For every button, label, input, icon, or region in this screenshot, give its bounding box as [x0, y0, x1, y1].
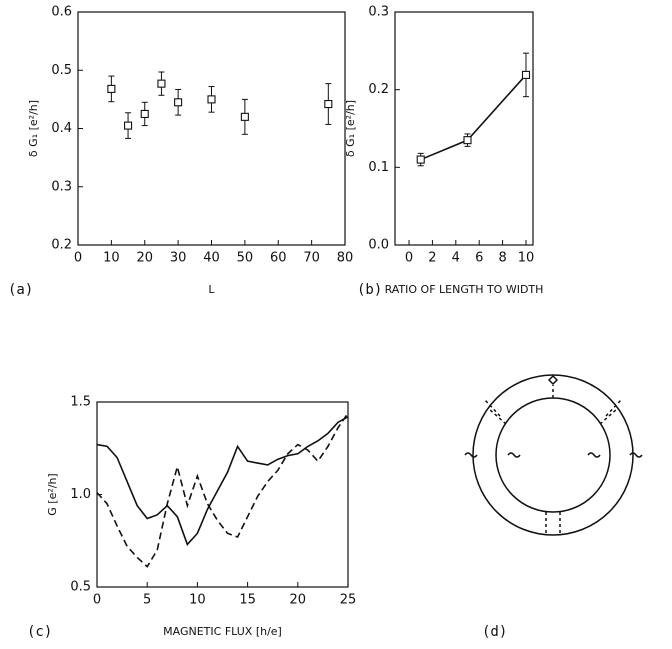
inner-lead-right — [587, 452, 601, 458]
y-axis-label: G [e²/h] — [46, 473, 59, 515]
y-tick-label: 1.5 — [70, 395, 91, 410]
ring-diagram — [464, 374, 643, 536]
plot-frame — [96, 401, 349, 588]
outer-ring — [472, 374, 634, 536]
plot-frame — [394, 11, 534, 246]
y-tick-label: 0.5 — [51, 63, 72, 78]
y-tick-label: 0.5 — [70, 580, 91, 595]
x-tick-label: 5 — [143, 593, 151, 608]
data-point — [240, 112, 249, 121]
data-line — [420, 74, 527, 161]
x-tick-label: 80 — [337, 251, 354, 266]
x-tick-label: 0 — [93, 593, 101, 608]
data-point — [463, 136, 472, 145]
x-tick-label: 0 — [74, 251, 82, 266]
x-tick-label: 10 — [189, 593, 206, 608]
y-tick-label: 0.3 — [368, 5, 389, 20]
data-line — [96, 416, 349, 546]
y-tick-label: 1.0 — [70, 487, 91, 502]
lead-right — [629, 452, 643, 458]
data-line — [96, 412, 349, 568]
plot-frame — [77, 11, 346, 246]
x-tick-label: 20 — [290, 593, 307, 608]
y-tick-label: 0.2 — [368, 82, 389, 97]
data-point — [140, 109, 149, 118]
data-point — [174, 98, 183, 107]
x-tick-label: 40 — [203, 251, 220, 266]
y-tick-label: 0.3 — [51, 179, 72, 194]
y-axis-label: δ G₁ [e²/h] — [344, 100, 357, 157]
lead-left — [464, 452, 478, 458]
x-tick-label: 25 — [340, 593, 357, 608]
data-point — [124, 121, 133, 130]
x-tick-label: 0 — [405, 251, 413, 266]
barriers — [484, 385, 622, 535]
x-tick-label: 70 — [303, 251, 320, 266]
y-tick-label: 0.4 — [51, 121, 72, 136]
x-axis-label: RATIO OF LENGTH TO WIDTH — [385, 283, 544, 296]
x-tick-label: 10 — [518, 251, 535, 266]
x-tick-label: 6 — [475, 251, 483, 266]
y-tick-label: 0.1 — [368, 160, 389, 175]
x-tick-label: 8 — [498, 251, 506, 266]
x-tick-label: 50 — [237, 251, 254, 266]
inner-lead-left — [507, 452, 521, 458]
y-tick-label: 0.2 — [51, 238, 72, 253]
y-tick-label: 0.6 — [51, 5, 72, 20]
data-point — [521, 70, 531, 79]
panel-label: (d) — [482, 624, 507, 640]
x-tick-label: 10 — [103, 251, 120, 266]
panel-label: (b) — [357, 282, 382, 298]
x-tick-label: 60 — [270, 251, 287, 266]
data-point — [107, 84, 116, 93]
x-tick-label: 30 — [170, 251, 187, 266]
x-axis-label: L — [208, 283, 215, 296]
data-point — [157, 79, 166, 88]
data-point — [207, 95, 216, 104]
x-axis-label: MAGNETIC FLUX [h/e] — [163, 625, 282, 638]
x-tick-label: 2 — [428, 251, 436, 266]
panel-label: (c) — [27, 624, 52, 640]
data-point — [416, 155, 425, 164]
x-tick-label: 15 — [239, 593, 256, 608]
data-point — [324, 99, 333, 109]
y-axis-label: δ G₁ [e²/h] — [27, 100, 40, 157]
y-tick-label: 0.0 — [368, 238, 389, 253]
panel-label: (a) — [8, 282, 33, 298]
x-tick-label: 20 — [136, 251, 153, 266]
x-tick-label: 4 — [452, 251, 460, 266]
flux-marker — [547, 374, 559, 386]
